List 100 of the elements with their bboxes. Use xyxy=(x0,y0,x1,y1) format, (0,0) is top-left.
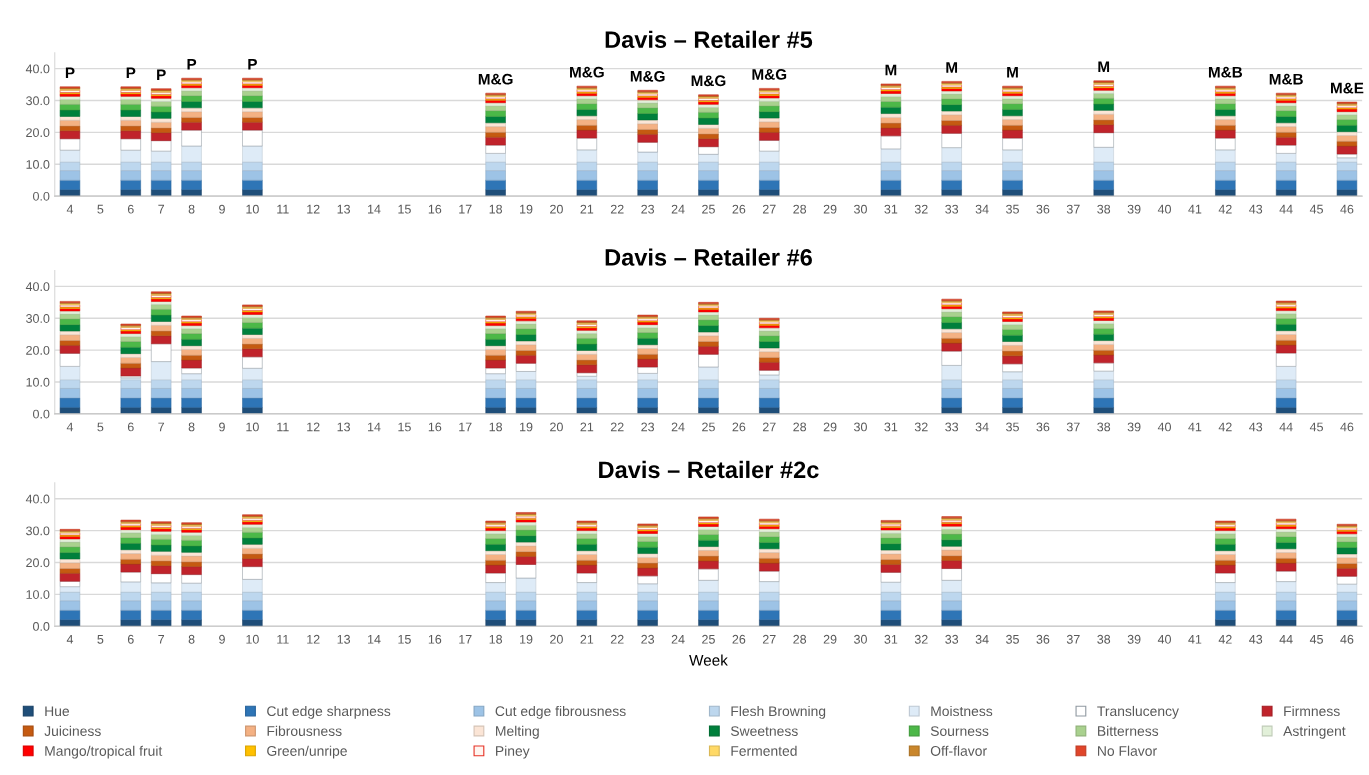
x-tick-label: 10 xyxy=(246,204,259,214)
y-tick-label: 0.0 xyxy=(33,622,50,631)
x-tick-label: 9 xyxy=(219,634,225,644)
legend-label: Cut edge fibrousness xyxy=(495,705,626,719)
x-tick-label: 32 xyxy=(914,204,928,214)
x-tick-label: 33 xyxy=(945,204,959,214)
x-tick-label: 13 xyxy=(337,422,351,432)
x-tick-label: 35 xyxy=(1006,422,1019,432)
x-tick-label: 9 xyxy=(219,422,225,432)
x-tick-label: 44 xyxy=(1279,422,1293,432)
x-tick-label: 33 xyxy=(945,634,959,644)
annotation: M xyxy=(1007,66,1018,78)
x-tick-label: 21 xyxy=(580,204,594,214)
x-tick-label: 37 xyxy=(1066,204,1080,214)
x-tick-label: 17 xyxy=(459,634,472,644)
x-tick-label: 4 xyxy=(66,634,74,644)
x-tick-label: 31 xyxy=(884,422,898,432)
legend-label: Astringent xyxy=(1283,725,1346,739)
x-tick-label: 38 xyxy=(1097,422,1111,432)
legend-label: Fermented xyxy=(731,745,797,756)
x-tick-label: 34 xyxy=(975,204,989,214)
x-tick-label: 8 xyxy=(188,204,195,214)
x-tick-label: 23 xyxy=(641,422,655,432)
annotation: P xyxy=(187,58,197,70)
legend-label: Juiciness xyxy=(44,725,101,736)
x-tick-label: 36 xyxy=(1036,422,1050,432)
x-tick-label: 46 xyxy=(1340,422,1354,432)
y-tick-label: 20.0 xyxy=(26,345,50,355)
annotation: M&G xyxy=(752,68,787,80)
y-tick-label: 20.0 xyxy=(26,128,50,138)
x-tick-label: 19 xyxy=(520,204,533,214)
x-tick-label: 9 xyxy=(219,204,225,214)
annotation: P xyxy=(157,69,166,80)
x-tick-label: 32 xyxy=(914,634,928,644)
annotation: M xyxy=(1098,61,1110,73)
y-tick-label: 10.0 xyxy=(26,160,50,169)
x-tick-label: 45 xyxy=(1309,634,1323,644)
x-tick-label: 14 xyxy=(368,422,381,432)
x-tick-label: 34 xyxy=(975,422,989,432)
y-tick-label: 10.0 xyxy=(26,377,50,387)
y-tick-label: 0.0 xyxy=(33,191,50,201)
y-tick-label: 30.0 xyxy=(26,314,50,323)
annotation: M&B xyxy=(1208,66,1243,78)
x-tick-label: 23 xyxy=(641,634,655,644)
chart-title: Davis – Retailer #6 xyxy=(605,248,812,266)
x-tick-label: 37 xyxy=(1066,422,1080,432)
x-tick-label: 37 xyxy=(1066,634,1080,644)
x-tick-label: 21 xyxy=(580,422,594,432)
x-tick-label: 44 xyxy=(1279,204,1293,214)
x-tick-label: 18 xyxy=(489,204,503,214)
x-axis-title: Week xyxy=(689,654,728,666)
y-tick-label: 30.0 xyxy=(26,526,50,536)
x-tick-label: 4 xyxy=(66,204,74,214)
x-tick-label: 7 xyxy=(158,422,165,432)
chart-title: Davis – Retailer #5 xyxy=(605,30,813,49)
x-tick-label: 6 xyxy=(127,204,134,214)
x-tick-label: 29 xyxy=(823,422,837,432)
x-tick-label: 28 xyxy=(793,634,807,644)
x-tick-label: 35 xyxy=(1006,634,1019,644)
annotation: M&G xyxy=(630,70,665,82)
x-tick-label: 24 xyxy=(671,204,685,214)
x-tick-label: 17 xyxy=(459,204,472,214)
y-tick-label: 40.0 xyxy=(25,494,50,504)
y-tick-label: 40.0 xyxy=(25,282,50,292)
x-tick-label: 41 xyxy=(1188,634,1202,644)
x-tick-label: 40 xyxy=(1157,634,1171,644)
x-tick-label: 11 xyxy=(277,422,289,432)
y-tick-label: 20.0 xyxy=(26,558,50,568)
x-tick-label: 19 xyxy=(520,422,533,432)
x-tick-label: 20 xyxy=(550,204,563,214)
x-tick-label: 46 xyxy=(1340,204,1354,214)
x-tick-label: 6 xyxy=(127,634,134,644)
x-tick-label: 5 xyxy=(97,634,104,644)
legend-label: Melting xyxy=(496,725,539,739)
chart-title: Davis – Retailer #2c xyxy=(599,460,819,479)
x-tick-label: 23 xyxy=(641,204,655,214)
x-tick-label: 18 xyxy=(489,422,503,432)
x-tick-label: 14 xyxy=(368,634,381,644)
annotation: M&E xyxy=(1331,82,1364,94)
x-tick-label: 29 xyxy=(823,634,837,644)
annotation: P xyxy=(126,67,136,79)
x-tick-label: 27 xyxy=(762,422,776,432)
x-tick-label: 28 xyxy=(793,204,807,214)
x-tick-label: 41 xyxy=(1188,422,1202,432)
x-tick-label: 42 xyxy=(1218,422,1232,432)
x-tick-label: 24 xyxy=(671,422,685,432)
x-tick-label: 35 xyxy=(1006,204,1019,214)
x-tick-label: 31 xyxy=(884,204,898,214)
x-tick-label: 12 xyxy=(307,422,320,432)
x-tick-label: 43 xyxy=(1249,204,1263,214)
x-tick-label: 16 xyxy=(428,634,442,644)
x-tick-label: 17 xyxy=(459,422,472,432)
legend-label: Fibrousness xyxy=(267,725,342,736)
x-tick-label: 43 xyxy=(1249,422,1263,432)
x-tick-label: 40 xyxy=(1157,422,1171,432)
x-tick-label: 25 xyxy=(702,422,715,432)
x-tick-label: 5 xyxy=(97,422,104,432)
x-tick-label: 25 xyxy=(702,634,715,644)
x-tick-label: 8 xyxy=(188,634,195,644)
x-tick-label: 24 xyxy=(671,634,685,644)
